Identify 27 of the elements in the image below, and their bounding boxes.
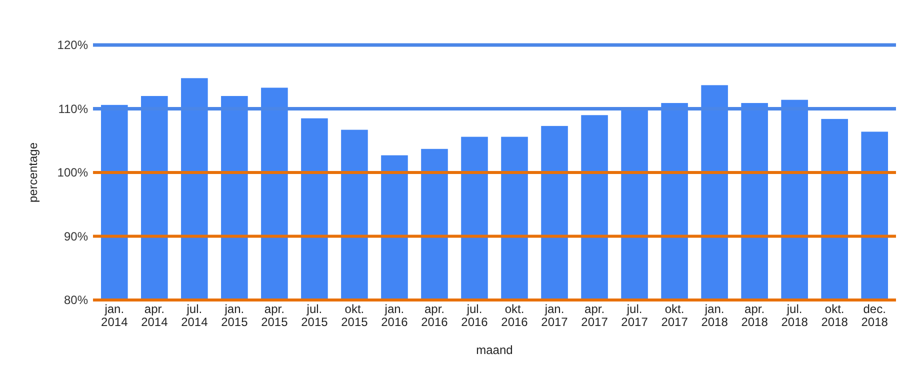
y-axis-title: percentage	[26, 142, 40, 203]
x-tick-label: okt. 2015	[341, 302, 368, 329]
x-tick-label: jul. 2014	[181, 302, 208, 329]
x-tick-label: jul. 2017	[621, 302, 648, 329]
x-tick-label: jul. 2018	[781, 302, 808, 329]
x-tick-label: dec. 2018	[861, 302, 888, 329]
y-tick-label: 80%	[64, 293, 88, 308]
x-tick-label: okt. 2018	[821, 302, 848, 329]
x-tick-label: apr. 2017	[581, 302, 608, 329]
y-tick-label: 120%	[57, 38, 88, 52]
x-tick-label: apr. 2016	[421, 302, 448, 329]
x-tick-label: jan. 2016	[381, 302, 408, 329]
x-tick-label: apr. 2015	[261, 302, 288, 329]
x-tick-label: apr. 2014	[141, 302, 168, 329]
x-tick-label: okt. 2016	[501, 302, 528, 329]
x-tick-label: jan. 2017	[541, 302, 568, 329]
x-tick-label: jul. 2016	[461, 302, 488, 329]
x-tick-label: okt. 2017	[661, 302, 688, 329]
x-tick-label: apr. 2018	[741, 302, 768, 329]
y-tick-label: 110%	[58, 102, 88, 116]
x-tick-label: jan. 2018	[701, 302, 728, 329]
y-tick-label: 90%	[64, 229, 88, 244]
y-tick-label: 100%	[57, 166, 88, 180]
x-tick-label: jan. 2015	[221, 302, 248, 329]
x-axis-title: maand	[476, 343, 513, 357]
x-tick-label: jul. 2015	[301, 302, 328, 329]
x-tick-label: jan. 2014	[101, 302, 128, 329]
